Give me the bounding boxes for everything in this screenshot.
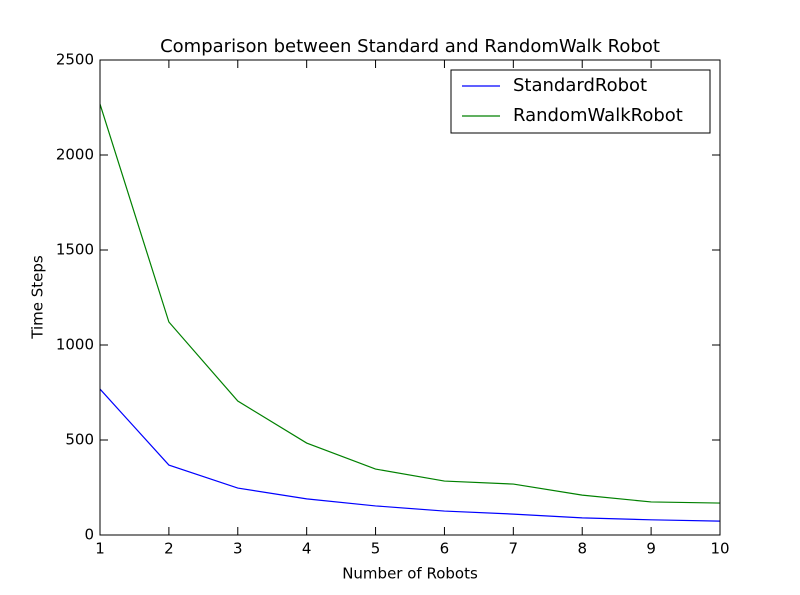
y-tick-label: 0: [84, 526, 94, 544]
y-tick-label: 2500: [56, 51, 94, 69]
chart-title: Comparison between Standard and RandomWa…: [160, 36, 660, 57]
x-tick-label: 7: [509, 540, 519, 558]
legend-label: RandomWalkRobot: [513, 105, 683, 126]
series-line: [99, 388, 721, 522]
x-tick-label: 2: [164, 540, 174, 558]
series-line: [99, 103, 721, 504]
y-tick-label: 2000: [56, 146, 94, 164]
legend-label: StandardRobot: [513, 75, 647, 96]
x-tick-label: 1: [95, 540, 105, 558]
y-tick-label: 500: [65, 431, 94, 449]
y-axis-label: Time Steps: [29, 255, 47, 340]
x-tick-label: 9: [646, 540, 656, 558]
x-tick-label: 8: [577, 540, 587, 558]
legend-box: [450, 69, 711, 134]
plot-frame: [99, 59, 721, 536]
x-tick-label: 6: [440, 540, 450, 558]
x-tick-label: 5: [371, 540, 381, 558]
x-tick-label: 4: [302, 540, 312, 558]
x-tick-label: 3: [233, 540, 243, 558]
y-tick-label: 1500: [56, 241, 94, 259]
x-axis-label: Number of Robots: [342, 565, 478, 583]
x-tick-label: 10: [710, 540, 729, 558]
y-tick-label: 1000: [56, 336, 94, 354]
